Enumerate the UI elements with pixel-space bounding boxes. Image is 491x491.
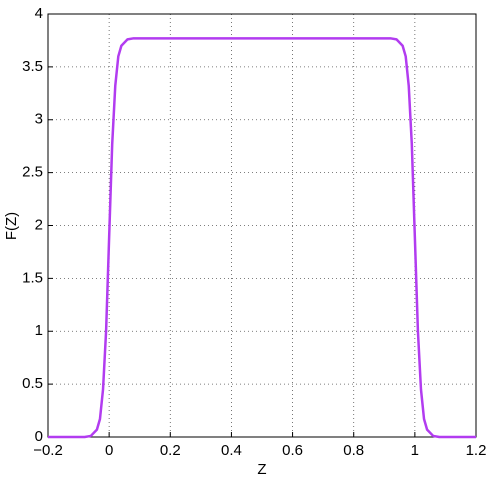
x-tick-label: 0.6 (282, 442, 303, 459)
x-tick-label: −0.2 (33, 442, 63, 459)
x-tick-label: 0 (105, 442, 113, 459)
y-tick-label: 3.5 (22, 58, 43, 75)
y-tick-label: 2 (35, 216, 43, 233)
x-tick-label: 0.4 (221, 442, 242, 459)
x-tick-label: 0.2 (160, 442, 181, 459)
y-tick-label: 2.5 (22, 164, 43, 181)
y-axis-label: F(Z) (3, 212, 20, 240)
y-tick-label: 0 (35, 428, 43, 445)
x-axis-label: Z (257, 461, 266, 478)
y-tick-label: 0.5 (22, 375, 43, 392)
x-tick-label: 1.2 (466, 442, 487, 459)
x-tick-label: 1 (411, 442, 419, 459)
y-tick-label: 1.5 (22, 269, 43, 286)
plot-frame (47, 13, 477, 438)
x-tick-label: 0.8 (343, 442, 364, 459)
y-tick-label: 4 (35, 5, 43, 22)
y-tick-label: 1 (35, 322, 43, 339)
y-tick-label: 3 (35, 111, 43, 128)
line-series (48, 37, 476, 439)
